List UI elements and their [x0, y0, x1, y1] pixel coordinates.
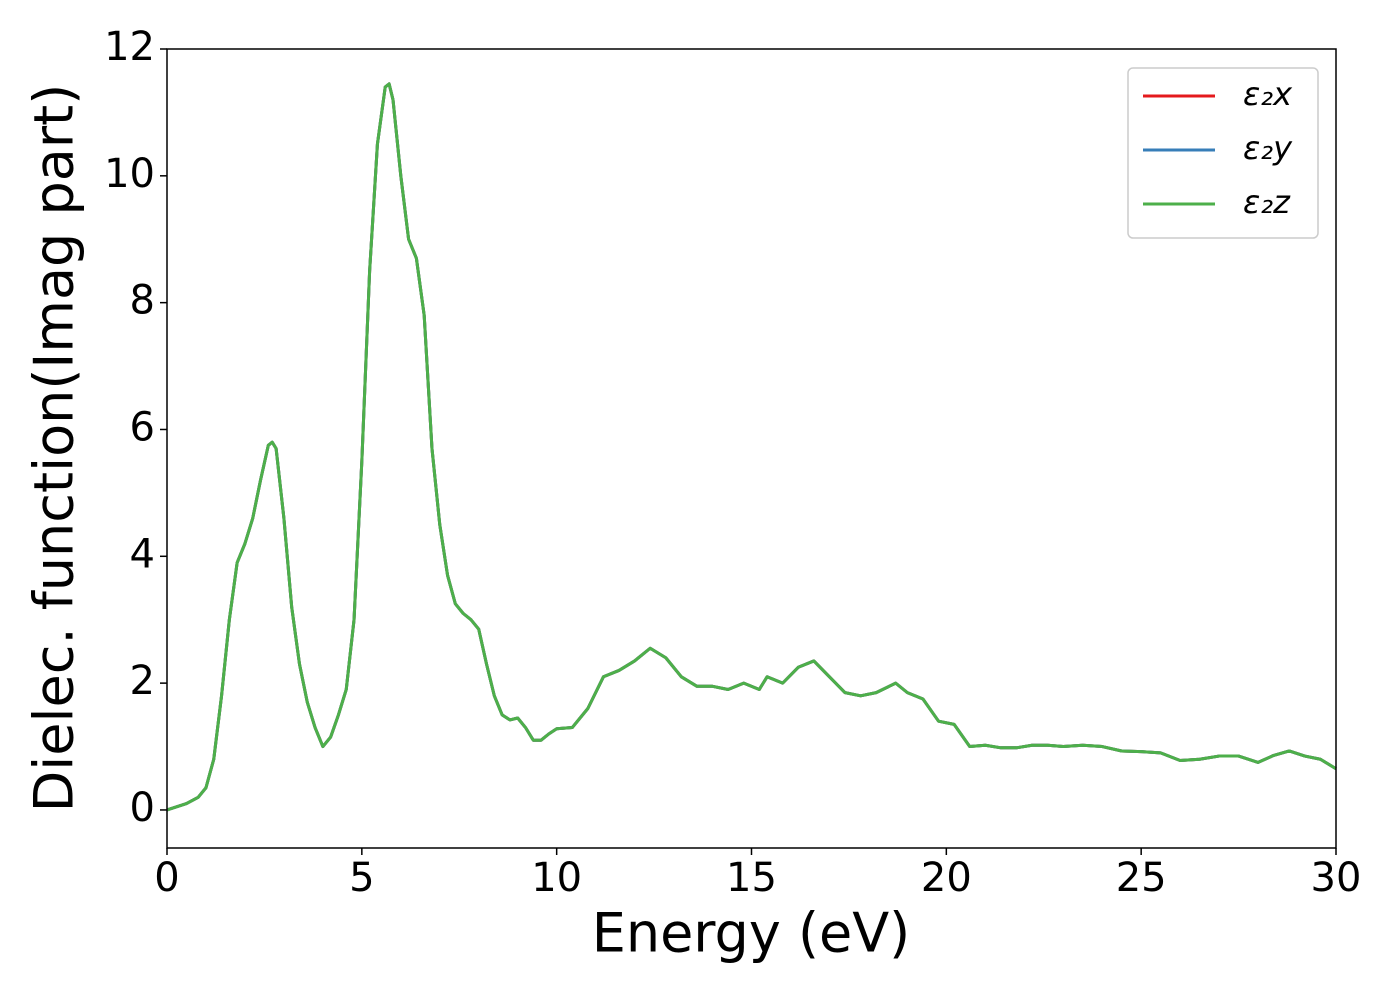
x-tick-label: 20 [921, 855, 972, 901]
x-tick-label: 15 [726, 855, 777, 901]
y-tick-label: 6 [130, 404, 155, 450]
y-axis-label: Dielec. function(Imag part) [23, 84, 86, 813]
data-line [166, 82, 1337, 812]
x-axis-label: Energy (eV) [592, 902, 911, 965]
y-tick-label: 4 [130, 531, 155, 577]
y-tick-label: 10 [104, 151, 155, 197]
x-tick-label: 10 [531, 855, 582, 901]
legend-label: ε₂x [1243, 75, 1293, 113]
x-tick-label: 5 [349, 855, 374, 901]
x-tick-label: 25 [1116, 855, 1167, 901]
legend-label: ε₂y [1243, 129, 1293, 167]
y-tick-label: 12 [104, 24, 155, 70]
legend-label: ε₂z [1243, 183, 1291, 221]
y-tick-label: 2 [130, 658, 155, 704]
y-tick-label: 0 [130, 785, 155, 831]
plot-frame [166, 48, 1337, 849]
x-tick-label: 0 [154, 855, 179, 901]
legend-box [1127, 67, 1319, 239]
y-tick-label: 8 [130, 278, 155, 324]
x-tick-label: 30 [1311, 855, 1362, 901]
